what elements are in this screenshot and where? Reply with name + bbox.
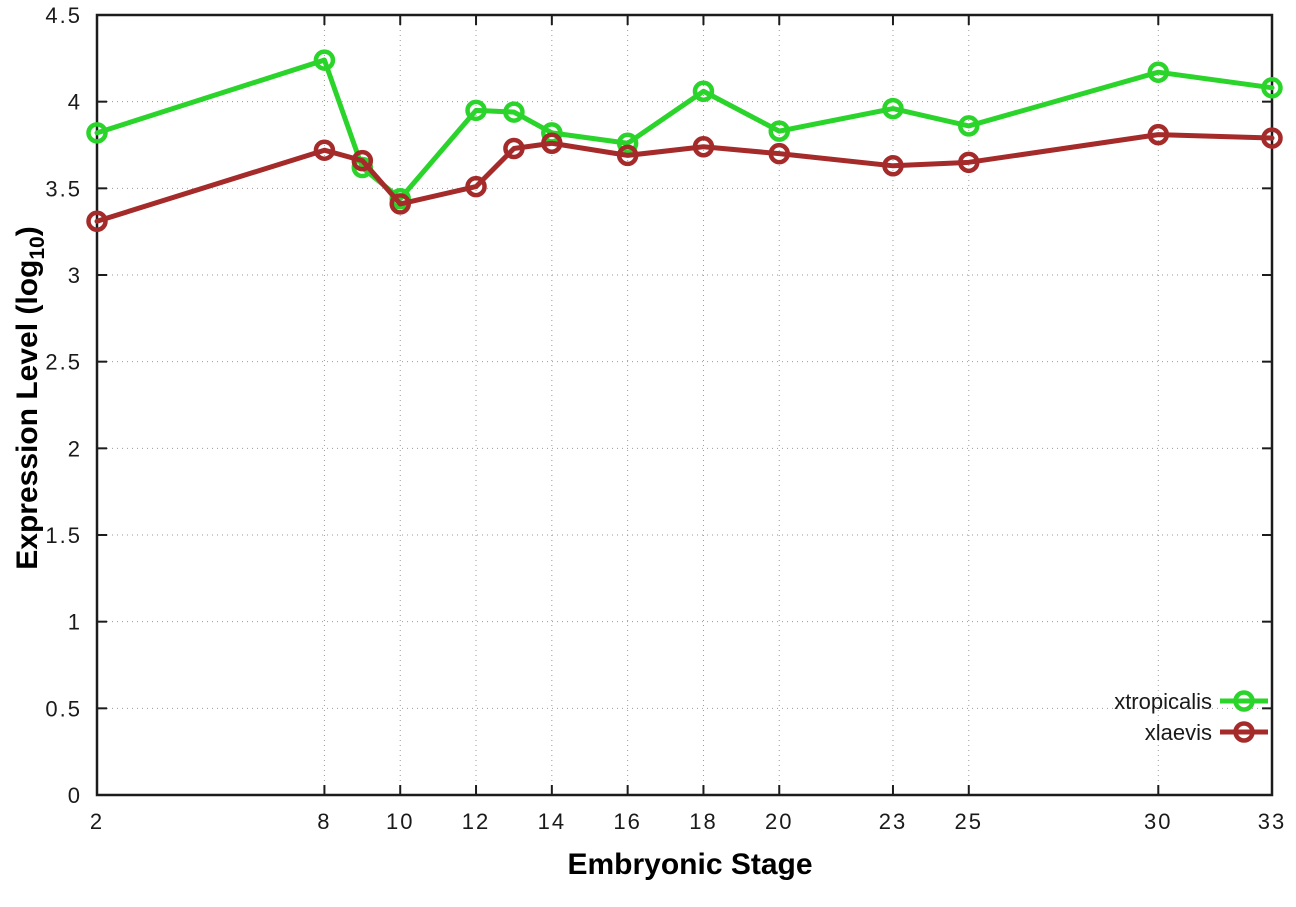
series-xlaevis-marker (1261, 127, 1283, 149)
y-tick-label: 3.5 (45, 176, 82, 201)
series-xlaevis-marker (958, 151, 980, 174)
y-tick-label: 4.5 (45, 3, 82, 28)
legend-marker-xlaevis (1233, 721, 1255, 743)
y-tick-label: 2.5 (45, 350, 82, 375)
series-xtropicalis-marker (768, 120, 791, 142)
legend-label-xlaevis: xlaevis (1145, 720, 1212, 745)
series-xlaevis-marker (541, 132, 563, 155)
series-xtropicalis-marker (1261, 77, 1283, 99)
y-axis-title-subscript: 10 (26, 236, 49, 260)
series-xtropicalis-marker (313, 49, 336, 71)
x-tick-label: 12 (462, 809, 490, 834)
x-tick-label: 33 (1258, 809, 1286, 834)
series-xlaevis-marker (389, 193, 411, 215)
series-xtropicalis-marker (958, 115, 980, 137)
series-xtropicalis-marker (882, 97, 904, 120)
series-xlaevis-line (94, 132, 1275, 224)
series-xlaevis-marker (465, 175, 487, 198)
x-tick-label: 2 (90, 809, 104, 834)
x-tick-label: 18 (689, 809, 717, 834)
series-xtropicalis-marker (616, 132, 639, 155)
legend-label-xtropicalis: xtropicalis (1114, 689, 1212, 714)
series-xlaevis-marker (86, 210, 108, 233)
x-axis-title: Embryonic Stage (567, 848, 813, 881)
series-xlaevis-marker (616, 144, 639, 167)
series-xtropicalis-marker (465, 99, 487, 122)
x-tick-label: 20 (765, 809, 793, 834)
y-tick-label: 2 (68, 436, 82, 461)
x-tick-label: 16 (613, 809, 641, 834)
y-axis-title-suffix: ) (11, 226, 44, 237)
x-tick-label: 8 (317, 809, 331, 834)
series-xlaevis-marker (692, 135, 715, 158)
series-xlaevis-marker (768, 142, 791, 165)
series-xlaevis-marker (503, 137, 525, 160)
y-tick-label: 0.5 (45, 696, 82, 721)
y-tick-label: 4 (68, 90, 82, 115)
y-tick-label: 0 (68, 783, 82, 808)
series-xtropicalis-marker (503, 101, 525, 123)
series-xtropicalis-marker (1147, 61, 1170, 83)
x-tick-label: 25 (955, 809, 983, 834)
y-tick-label: 3 (68, 263, 82, 288)
series-xlaevis-marker (882, 155, 904, 177)
x-tick-label: 10 (386, 809, 414, 834)
y-axis-title: Expression Level (log10) (11, 226, 49, 570)
series-xlaevis-marker (313, 139, 336, 161)
plot-border (95, 13, 1274, 797)
y-tick-label: 1 (68, 610, 82, 635)
x-tick-label: 30 (1144, 809, 1172, 834)
series-xlaevis-marker (351, 149, 374, 172)
series-xlaevis-marker (1147, 123, 1170, 146)
legend-marker-xtropicalis (1233, 690, 1255, 712)
y-tick-label: 1.5 (45, 523, 82, 548)
series-xtropicalis-marker (86, 122, 108, 144)
series-xtropicalis-marker (692, 80, 715, 103)
x-tick-label: 14 (538, 809, 566, 834)
y-axis-title-prefix: Expression Level (log (11, 259, 44, 570)
x-tick-label: 23 (879, 809, 907, 834)
series-xtropicalis-line (94, 57, 1275, 202)
